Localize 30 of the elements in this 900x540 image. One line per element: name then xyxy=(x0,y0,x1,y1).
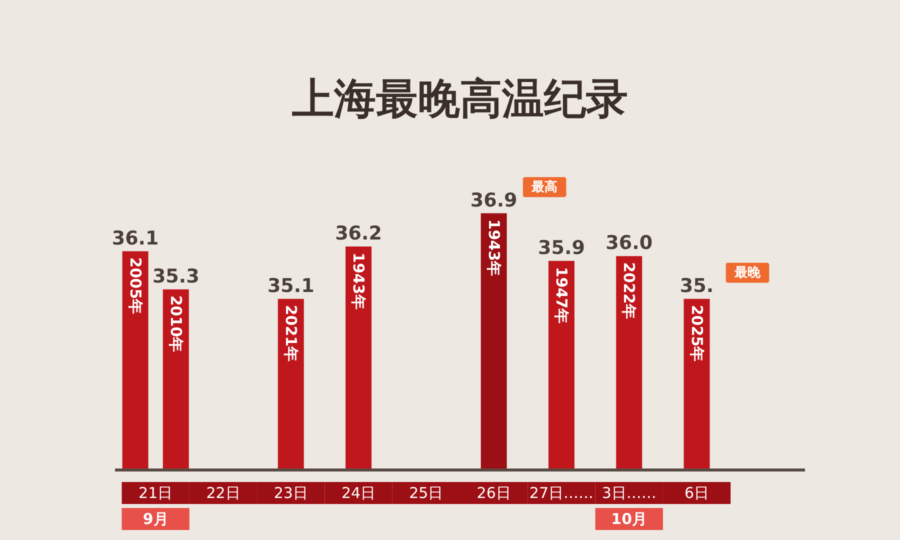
data-label: 36.1 xyxy=(112,227,159,250)
chart-title: 上海最晚高温纪录 xyxy=(291,74,628,124)
text: 9月 xyxy=(142,510,168,528)
annotation: 最高 xyxy=(530,179,558,196)
annotation: 2010年 xyxy=(166,295,185,352)
x-tick-label: 22日 xyxy=(206,484,240,502)
x-tick-label: 23日 xyxy=(274,484,308,502)
data-label: 36.9 xyxy=(470,189,518,212)
annotation: 2025年 xyxy=(688,304,706,362)
annotation: 1943年 xyxy=(350,252,368,310)
annotation: 1947年 xyxy=(552,266,570,324)
annotation: 1943年 xyxy=(484,219,503,276)
text: 10月 xyxy=(611,510,648,528)
data-label: 35.9 xyxy=(538,236,585,259)
x-tick-label: 25日 xyxy=(409,484,444,502)
data-label: 36.0 xyxy=(606,232,653,254)
data-label: 35.1 xyxy=(267,274,314,297)
annotation: 2022年 xyxy=(620,262,638,319)
data-label: 36.2 xyxy=(335,222,382,245)
x-tick-label: 21日 xyxy=(138,484,173,502)
x-tick-label: 3日…… xyxy=(602,484,656,502)
annotation: 2021年 xyxy=(282,304,300,362)
x-tick-label: 6日 xyxy=(684,484,710,502)
x-tick-label: 24日 xyxy=(341,484,376,502)
annotation: 最晚 xyxy=(734,266,762,281)
data-label: 35. xyxy=(680,274,714,297)
annotation: 2005年 xyxy=(126,257,144,314)
x-tick-label: 27日…… xyxy=(529,484,594,502)
data-label: 35.3 xyxy=(152,265,200,288)
x-tick-label: 26日 xyxy=(476,484,511,502)
